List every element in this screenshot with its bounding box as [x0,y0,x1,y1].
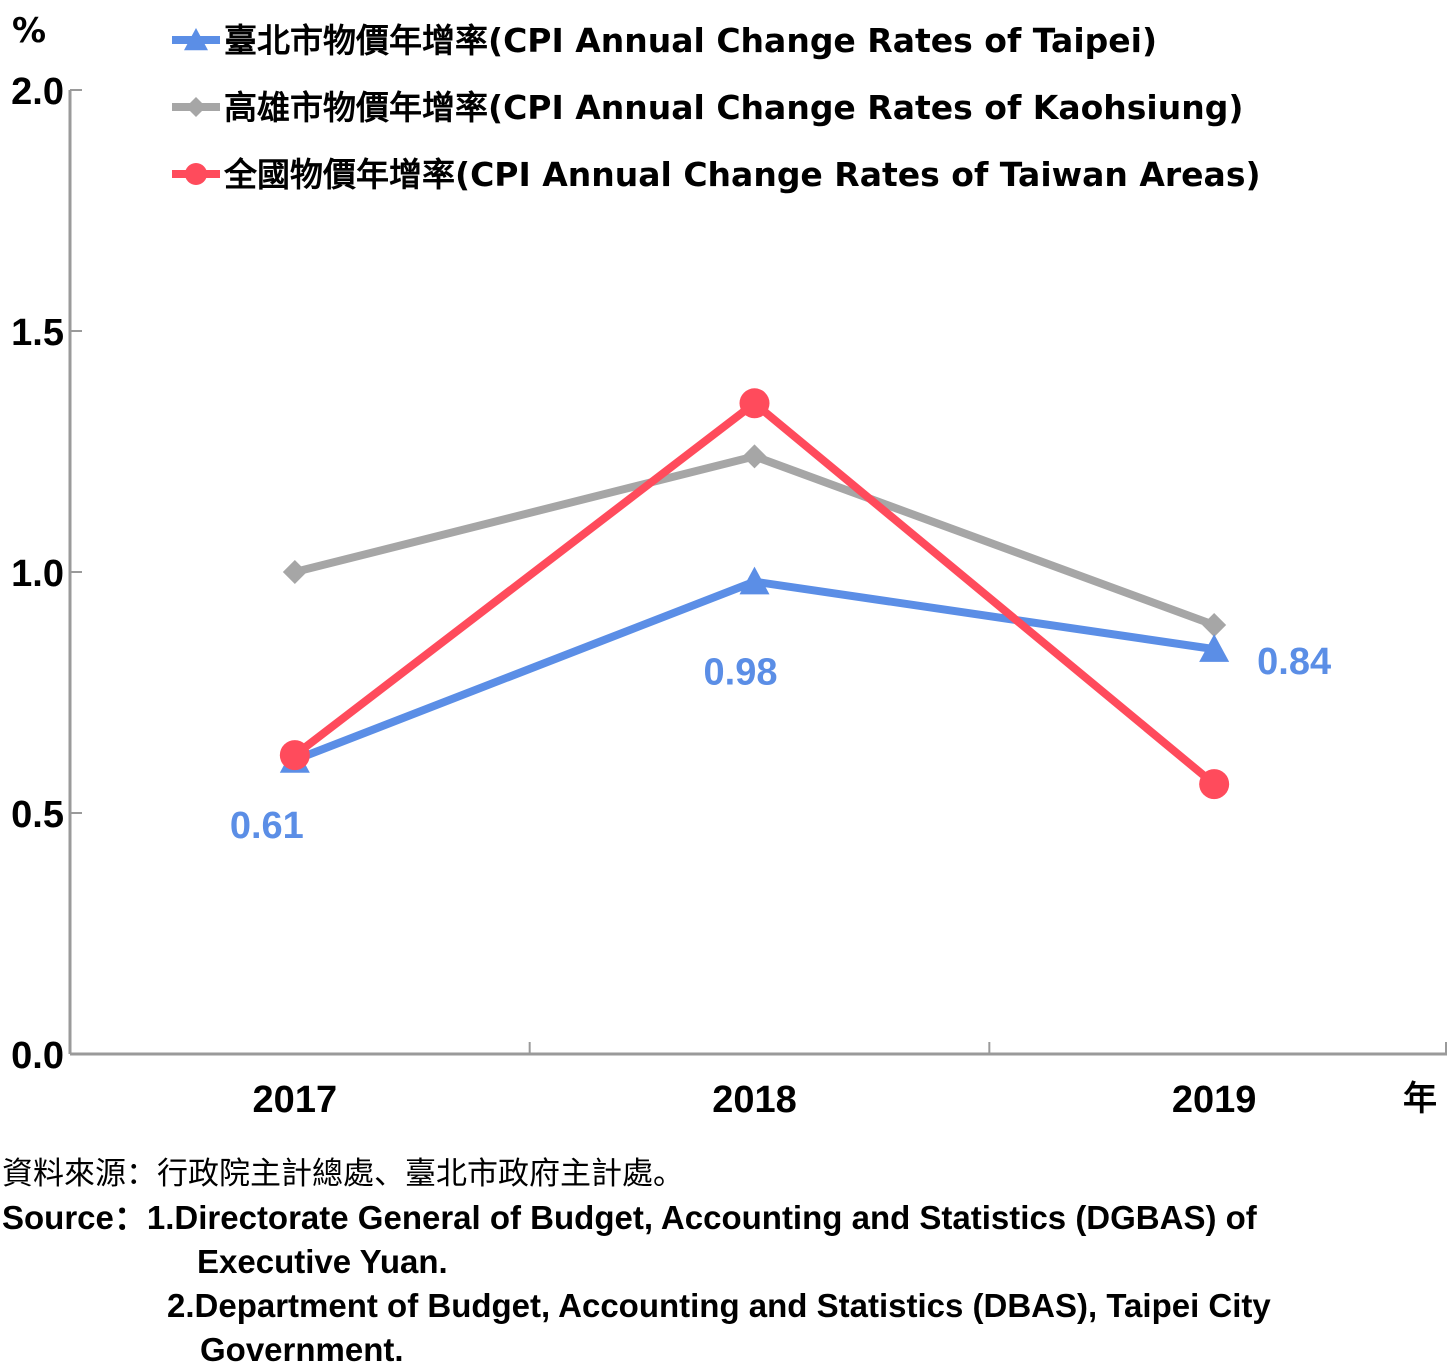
y-tick-label: 2.0 [11,71,64,113]
legend-label: 臺北市物價年增率(CPI Annual Change Rates of Taip… [224,21,1157,60]
triangle-marker [739,566,770,595]
triangle-marker [184,28,208,51]
diamond-marker [1202,613,1227,638]
x-tick-label: 2017 [253,1079,338,1121]
y-axis-ticks: 0.0 0.5 1.0 1.5 2.0 [11,71,82,1077]
source-item2-line1: 2.Department of Budget, Accounting and S… [167,1287,1271,1324]
legend-item-0: 臺北市物價年增率(CPI Annual Change Rates of Taip… [172,21,1157,60]
legend-label: 高雄市物價年增率(CPI Annual Change Rates of Kaoh… [224,88,1243,127]
source-item1-line1: 1.Directorate General of Budget, Account… [146,1199,1257,1236]
source-zh: 資料來源：行政院主計總處、臺北市政府主計處。 [2,1156,684,1192]
legend-label: 全國物價年增率(CPI Annual Change Rates of Taiwa… [223,155,1261,194]
y-tick-label: 0.0 [11,1035,64,1077]
source-en-prefix: Source： [2,1199,147,1236]
y-tick-label: 1.0 [11,553,64,595]
diamond-marker [742,444,767,469]
series-1 [282,444,1227,638]
x-tick-label: 2018 [712,1079,797,1121]
series-layer [279,388,1230,800]
diamond-marker [282,560,307,584]
x-tick-label: 2019 [1172,1079,1257,1121]
data-label: 0.98 [704,652,778,694]
x-axis-unit: 年 [1403,1079,1437,1119]
y-tick-label: 0.5 [11,794,64,836]
data-label: 0.84 [1257,641,1331,683]
y-tick-label: 1.5 [11,312,64,354]
series-line [293,452,1216,629]
circle-marker [185,163,207,185]
x-axis-ticks: 2017 2018 2019 [253,1079,1257,1121]
triangle-marker [1199,634,1230,662]
chart-legend: 臺北市物價年增率(CPI Annual Change Rates of Taip… [172,21,1261,194]
source-note: 資料來源：行政院主計總處、臺北市政府主計處。 Source：1.Director… [2,1152,1448,1372]
source-item2-line2: Government. [200,1331,404,1368]
y-axis-unit: % [12,11,46,51]
legend-item-2: 全國物價年增率(CPI Annual Change Rates of Taiwa… [172,155,1261,194]
source-item1-line2: Executive Yuan. [197,1243,448,1280]
circle-marker [739,388,770,419]
legend-item-1: 高雄市物價年增率(CPI Annual Change Rates of Kaoh… [172,88,1243,127]
data-label: 0.61 [230,805,304,847]
cpi-line-chart: 0.0 0.5 1.0 1.5 2.0 2017 2018 2019 0.61 0.98 0.8… [11,11,1447,1121]
data-labels: 0.61 0.98 0.84 [230,641,1331,847]
circle-marker [1199,769,1230,800]
diamond-marker [186,97,206,117]
circle-marker [279,740,310,771]
series-2 [279,388,1230,800]
chart-axes [68,90,1447,1056]
